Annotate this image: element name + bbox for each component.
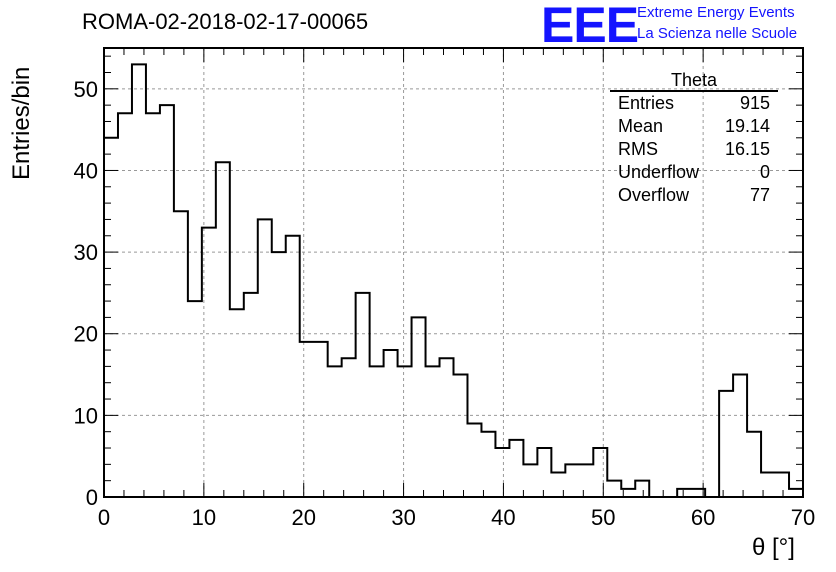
stats-label: RMS [618,139,658,159]
stats-label: Mean [618,116,664,136]
stats-box: Theta Entries 915 Mean 19.14 RMS 16.15 U… [610,70,778,207]
x-tick-label: 10 [192,505,216,530]
stats-value: 16.15 [724,139,770,159]
x-tick-label: 70 [791,505,815,530]
y-tick-label: 40 [74,158,98,183]
y-tick-label: 20 [74,322,98,347]
histogram-line [103,63,804,498]
eee-logo: EEE [541,0,639,53]
y-tick-labels: 0 10 20 30 40 50 [74,77,98,510]
x-tick-labels: 0 10 20 30 40 50 60 70 [98,505,815,530]
chart-title: ROMA-02-2018-02-17-00065 [82,9,369,34]
stats-value: 0 [759,162,770,182]
stats-label: Overflow [618,185,690,205]
y-tick-label: 0 [86,485,98,510]
axis-ticks [103,48,804,498]
y-tick-label: 30 [74,240,98,265]
plot-frame [103,47,804,498]
stats-row-entries: Entries 915 [610,92,778,115]
x-tick-label: 50 [591,505,615,530]
stats-label: Entries [618,93,675,113]
x-axis-label: θ [°] [752,534,795,561]
y-axis-label: Entries/bin [8,66,35,180]
stats-row-overflow: Overflow 77 [610,184,778,207]
x-tick-label: 30 [391,505,415,530]
logo-subtitle-2: La Scienza nelle Scuole [637,25,798,42]
stats-title: Theta [610,70,778,92]
x-tick-label: 40 [491,505,515,530]
stats-row-rms: RMS 16.15 [610,138,778,161]
stats-value: 77 [749,185,770,205]
logo-subtitle-1: Extreme Energy Events [637,4,795,21]
y-tick-label: 10 [74,403,98,428]
x-tick-label: 60 [691,505,715,530]
stats-label: Underflow [618,162,700,182]
stats-value: 19.14 [724,116,770,136]
stats-row-mean: Mean 19.14 [610,115,778,138]
x-tick-label: 0 [98,505,110,530]
x-tick-label: 20 [291,505,315,530]
stats-row-underflow: Underflow 0 [610,161,778,184]
stats-value: 915 [739,93,770,113]
y-tick-label: 50 [74,77,98,102]
grid-lines [103,48,804,498]
